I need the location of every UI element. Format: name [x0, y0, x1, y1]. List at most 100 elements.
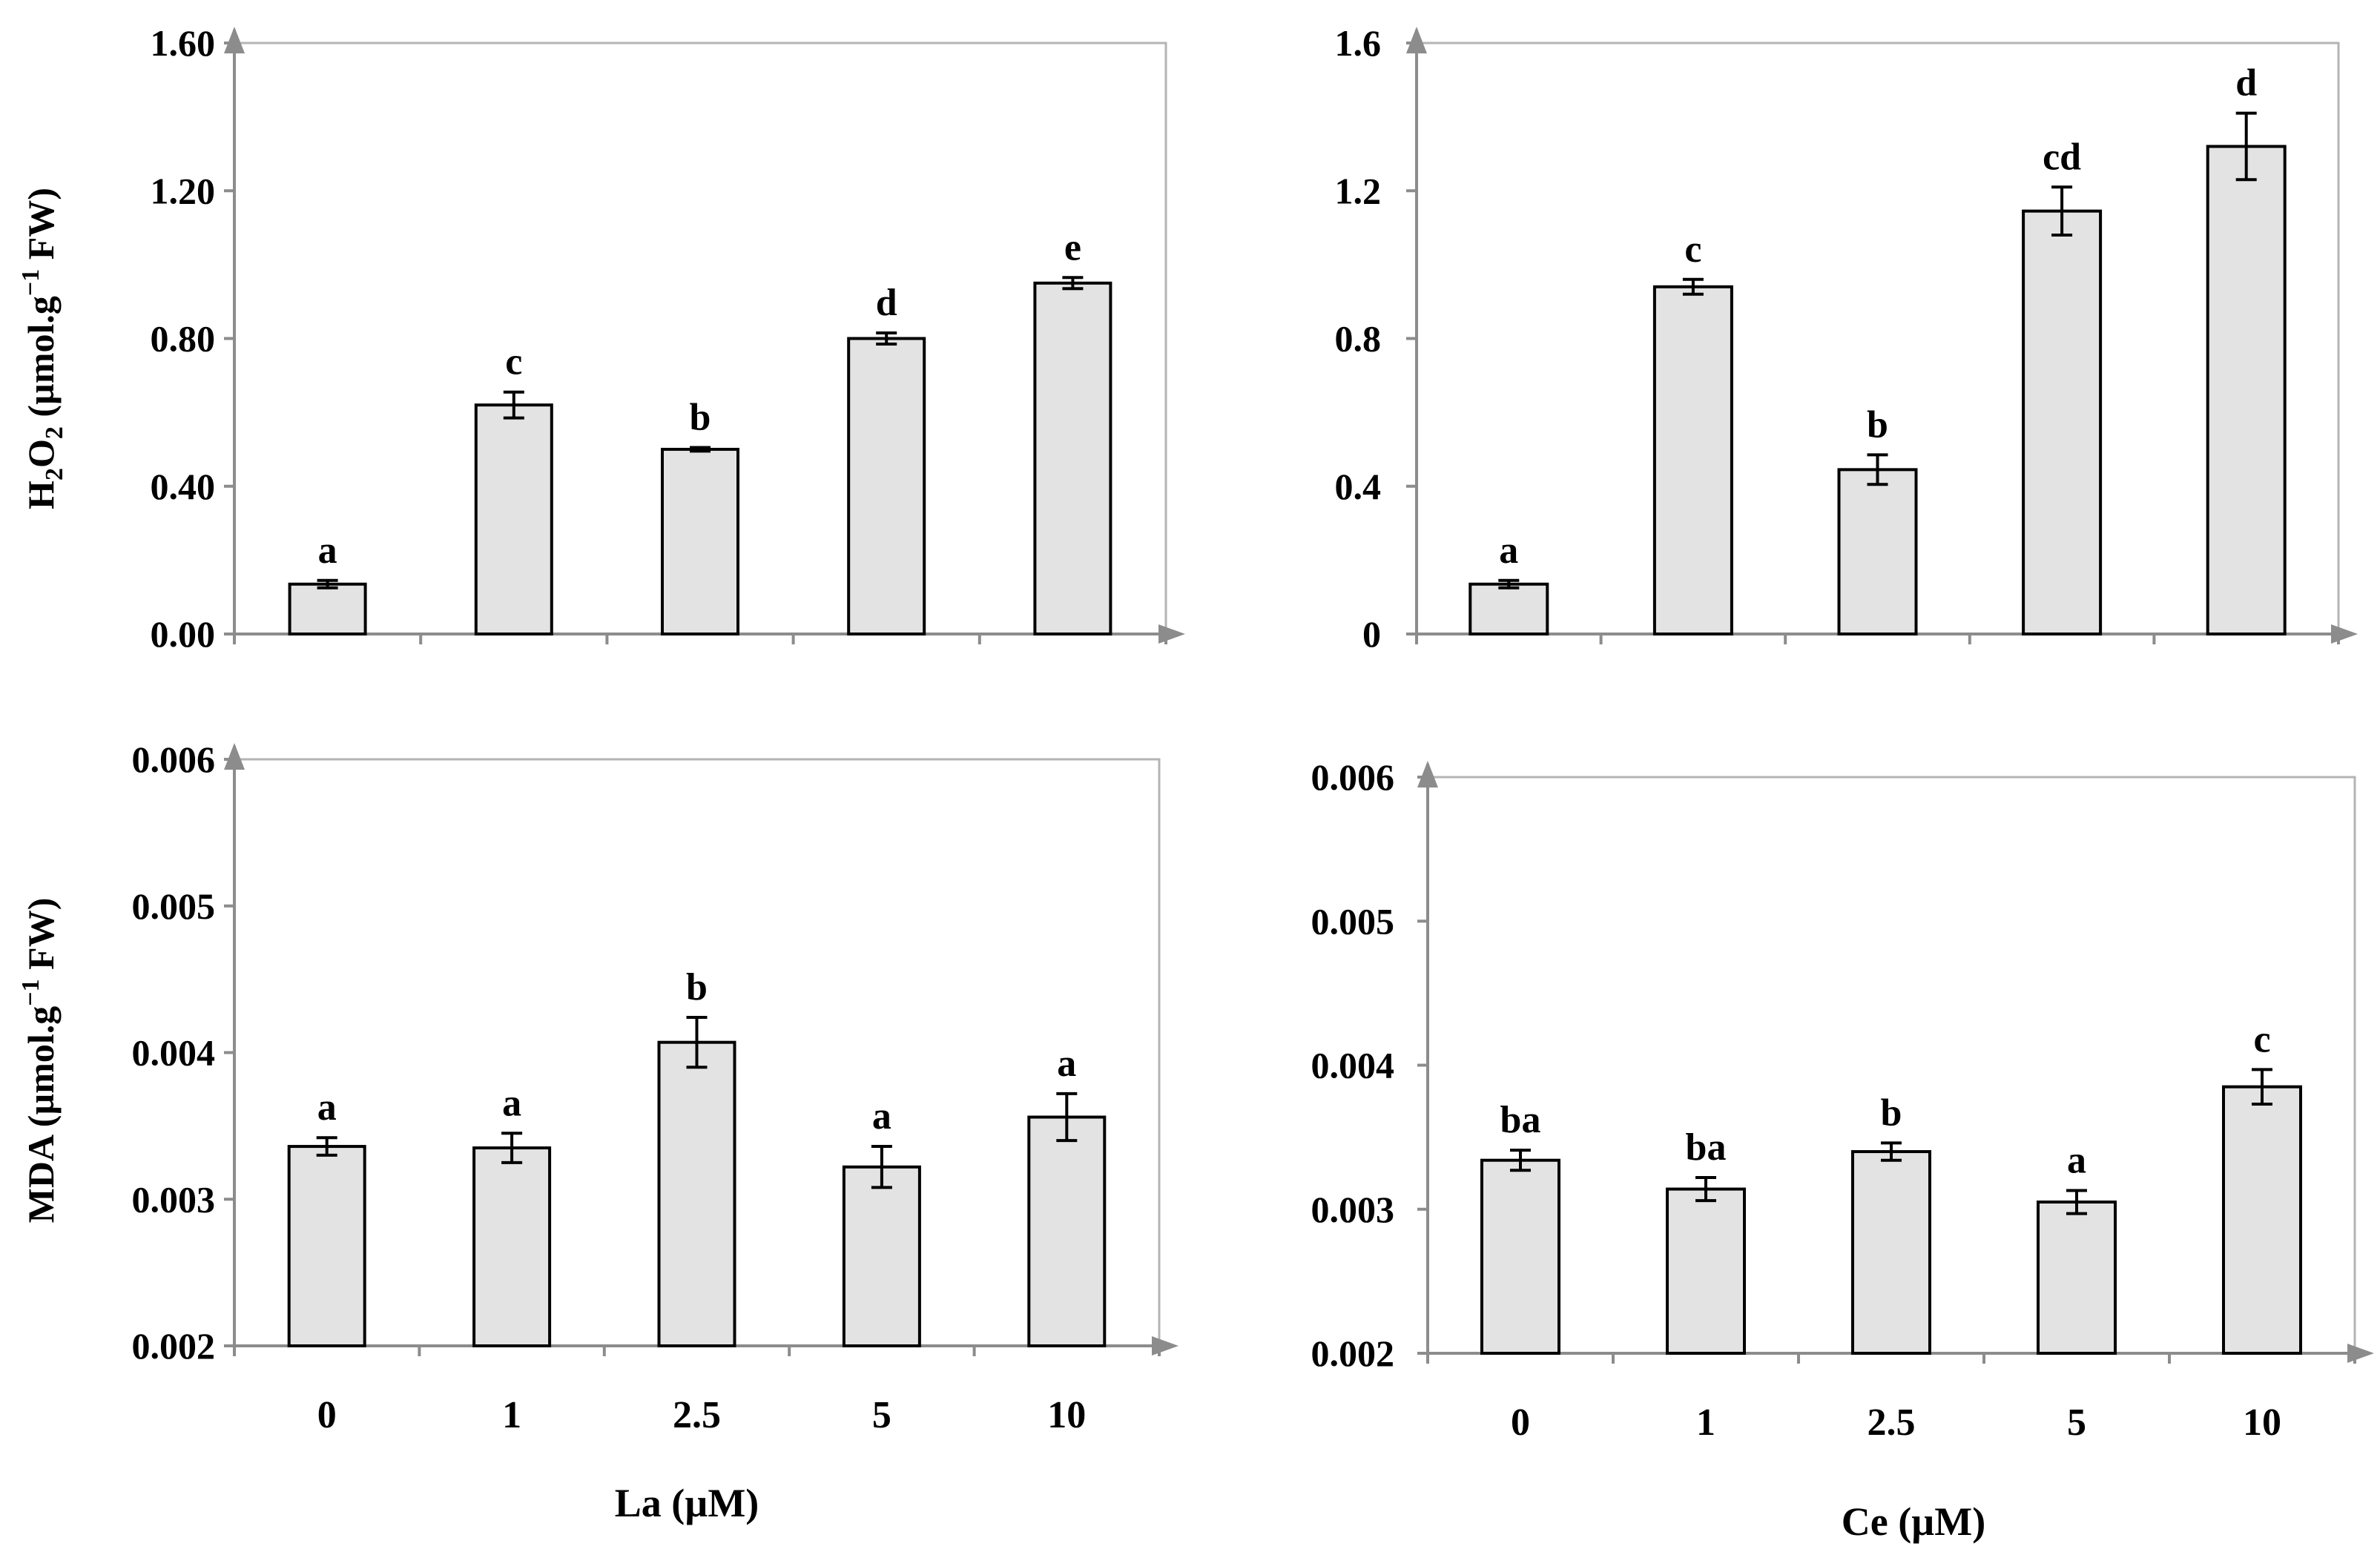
bar-la-mda-2.5 — [657, 1040, 736, 1347]
significance-letter: cd — [2043, 136, 2081, 178]
y-title-h2o2-unit: (µmol.g — [20, 296, 62, 426]
significance-letter: ba — [1686, 1126, 1727, 1169]
x-tick-label: 2.5 — [1868, 1401, 1916, 1444]
x-tick-label: 0 — [1511, 1401, 1530, 1444]
bar-la-mda-0 — [287, 1145, 366, 1348]
y-title-mda-main: MDA (µmol.g — [20, 1006, 62, 1224]
significance-letter: a — [317, 1086, 337, 1129]
y-tick-label: 0.002 — [1311, 1333, 1395, 1374]
panel-ce-h2o2: 0 0.4 0.8 1.2 1.6 a c b cd d — [1335, 22, 2358, 655]
error-bar — [501, 1132, 523, 1164]
bar-ce-mda-0 — [1480, 1158, 1560, 1355]
x-tick-label: 5 — [872, 1394, 891, 1436]
error-bar — [317, 578, 338, 590]
y-tick-label: 0.005 — [1311, 900, 1395, 942]
y-tick-label: 1.20 — [151, 170, 216, 211]
error-bar — [1881, 1141, 1902, 1162]
x-axis-arrow — [2347, 1344, 2374, 1363]
y-tick-label: 0.003 — [132, 1178, 216, 1220]
bar-ce-h2o2-2.5 — [1837, 468, 1918, 635]
y-tick-label: 0.002 — [132, 1325, 216, 1367]
y-title-h2o2-sup: −1 — [17, 269, 44, 296]
y-tick-label: 0.006 — [132, 739, 216, 780]
y-tick-label: 0.004 — [1311, 1045, 1395, 1086]
x-axis-arrow — [1158, 624, 1185, 644]
y-tick-label: 0.003 — [1311, 1189, 1395, 1230]
x-tick-label: 1 — [1696, 1401, 1715, 1444]
y-tick-label: 0.80 — [151, 318, 216, 360]
significance-letter: a — [2067, 1139, 2086, 1181]
y-axis-title-h2o2: H2O2 (µmol.g−1 FW) — [17, 188, 68, 509]
x-tick-label: 2.5 — [673, 1394, 721, 1436]
error-bar — [1682, 277, 1704, 296]
x-tick-label: 10 — [2243, 1401, 2281, 1444]
x-tick-label: 10 — [1047, 1394, 1086, 1436]
y-tick-label: 0.005 — [132, 885, 216, 927]
error-bar — [1056, 1092, 1078, 1143]
significance-letter: e — [1064, 226, 1081, 268]
y-title-h2o2-end: FW) — [20, 188, 62, 269]
x-tick-label: 5 — [2067, 1401, 2086, 1444]
error-bar — [871, 1145, 892, 1189]
y-tick-label: 0.40 — [151, 466, 216, 507]
significance-letter: a — [1499, 529, 1518, 572]
bar-ce-mda-10 — [2222, 1085, 2302, 1355]
significance-letter: ba — [1500, 1099, 1541, 1141]
y-tick-label: 0.004 — [132, 1032, 216, 1074]
significance-letter: a — [502, 1082, 521, 1124]
y-title-h2o2-sub1: 2 — [41, 468, 68, 481]
error-bar — [1867, 453, 1888, 486]
significance-letter: b — [1881, 1092, 1902, 1134]
bar-ce-mda-5 — [2037, 1201, 2117, 1355]
error-bar — [1498, 578, 1520, 590]
y-axis-arrow — [224, 27, 245, 53]
x-tick-label: 1 — [502, 1394, 521, 1436]
significance-letter: a — [1057, 1043, 1076, 1085]
x-axis-arrow — [1152, 1336, 1179, 1355]
significance-letter: c — [505, 341, 522, 383]
bar-ce-h2o2-0 — [1468, 582, 1549, 635]
bar-la-h2o2-5 — [847, 337, 926, 635]
significance-letter: b — [690, 396, 711, 438]
significance-letter: d — [876, 282, 897, 324]
error-bar — [1695, 1176, 1716, 1203]
error-bar — [503, 390, 524, 420]
error-bar — [686, 1016, 708, 1069]
y-title-mda-sup: −1 — [17, 979, 44, 1006]
y-title-h2o2-o: O — [20, 439, 62, 468]
y-tick-label: 0.00 — [151, 613, 216, 655]
error-bar — [1510, 1149, 1531, 1172]
y-title-mda-end: FW) — [20, 898, 62, 980]
error-bar — [2235, 111, 2257, 182]
significance-letter: b — [1867, 403, 1888, 446]
bar-ce-h2o2-5 — [2022, 209, 2103, 636]
error-bar — [690, 446, 711, 453]
significance-letter: a — [872, 1095, 891, 1137]
significance-letter: d — [2235, 62, 2257, 105]
x-axis-title-la: La (µM) — [615, 1481, 759, 1525]
significance-letter: c — [1684, 228, 1701, 271]
panel-ce-mda: 0.002 0.003 0.004 0.005 0.006 ba 0 ba 1 b 2.5 a 5 c 10 — [1311, 756, 2374, 1444]
bar-la-mda-5 — [842, 1165, 921, 1347]
y-tick-label: 1.60 — [151, 22, 216, 64]
error-bar — [2066, 1189, 2087, 1215]
bar-la-h2o2-10 — [1033, 281, 1112, 635]
significance-letter: a — [318, 529, 337, 572]
y-title-h2o2-sub2: 2 — [41, 426, 68, 439]
y-tick-label: 0.4 — [1335, 466, 1382, 507]
y-axis-arrow — [1417, 761, 1438, 787]
bar-la-mda-1 — [472, 1146, 552, 1347]
bar-ce-h2o2-1 — [1652, 285, 1733, 635]
bar-ce-h2o2-10 — [2206, 145, 2287, 636]
bar-la-h2o2-2.5 — [661, 447, 739, 635]
y-axis-arrow — [1406, 27, 1427, 53]
significance-letter: b — [686, 966, 708, 1008]
bar-ce-mda-2.5 — [1851, 1150, 1931, 1355]
y-axis-title-mda: MDA (µmol.g−1 FW) — [17, 898, 62, 1224]
bar-la-mda-10 — [1027, 1115, 1107, 1347]
error-bar — [1062, 276, 1084, 291]
y-tick-label: 1.2 — [1335, 170, 1382, 211]
y-tick-label: 0.006 — [1311, 756, 1395, 798]
y-tick-label: 0.8 — [1335, 318, 1382, 360]
